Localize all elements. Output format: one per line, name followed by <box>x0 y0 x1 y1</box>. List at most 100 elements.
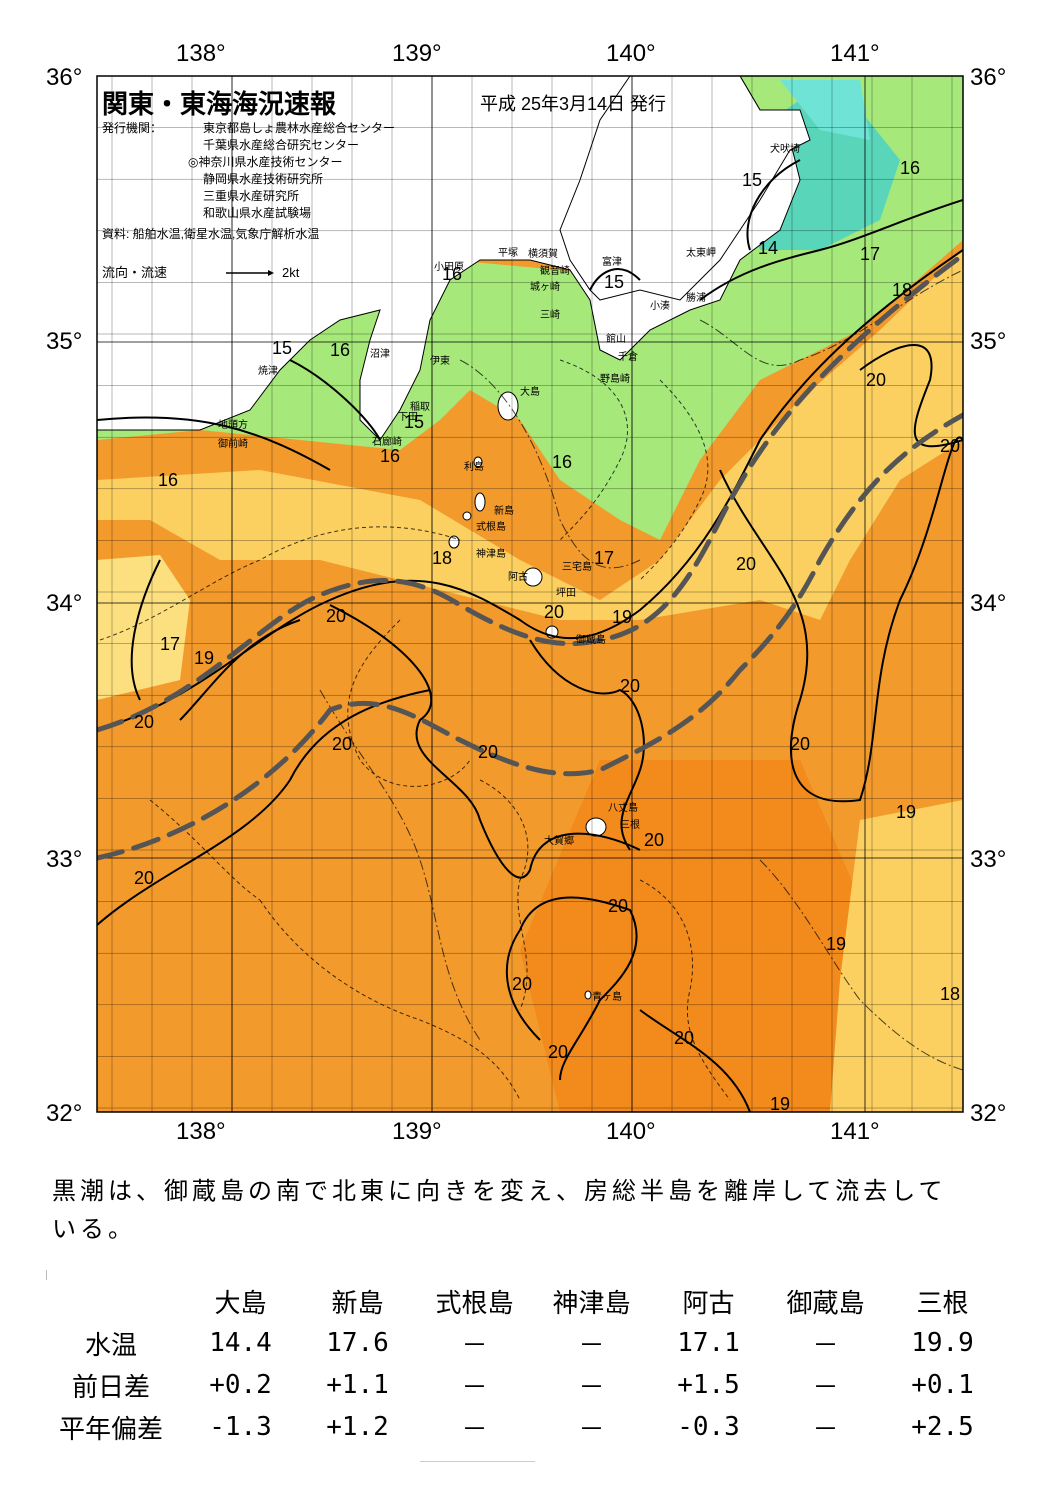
place-okago: 大賀郷 <box>544 836 574 847</box>
divider-tick <box>46 1270 47 1280</box>
table-row: 水温 14.4 17.6 － － 17.1 － 19.9 <box>40 1322 1001 1364</box>
place-taitomisaki: 太東岬 <box>686 248 716 259</box>
table-cell: － <box>461 1330 488 1361</box>
isotherm-label: 16 <box>900 158 921 178</box>
kuroshio-axis <box>97 252 963 861</box>
place-mikurajima: 御蔵島 <box>576 635 606 646</box>
isotherm-label: 20 <box>940 436 961 456</box>
depth-contours <box>99 359 731 1101</box>
table-row: 平年偏差 -1.3 +1.2 － － -0.3 － +2.5 <box>40 1406 1001 1448</box>
col-header: 新島 <box>331 1288 384 1319</box>
table-cell: -0.3 <box>677 1412 740 1442</box>
data-source: 資料: 船舶水温,衛星水温,気象庁解析水温 <box>102 227 320 241</box>
table-cell: － <box>812 1372 839 1403</box>
col-header: 式根島 <box>435 1288 514 1319</box>
isotherm-label: 19 <box>826 934 847 954</box>
table-corner <box>40 1280 182 1322</box>
place-nojimazaki: 野島崎 <box>600 374 630 385</box>
row-header: 平年偏差 <box>58 1414 163 1445</box>
isotherm-label: 16 <box>330 340 351 360</box>
issuer-5: 三重県水産研究所 <box>203 189 300 203</box>
table-header-row: 大島 新島 式根島 神津島 阿古 御蔵島 三根 <box>40 1280 1001 1322</box>
issuer-3: ◎神奈川県水産技術センター <box>188 155 343 169</box>
place-mitsune: 三根 <box>620 820 640 831</box>
lat-label-32-right: 32° <box>970 1100 1007 1127</box>
table-cell: － <box>812 1414 839 1445</box>
table-cell: +0.2 <box>209 1370 272 1400</box>
isotherm-label: 19 <box>770 1094 791 1114</box>
place-shikinejima: 式根島 <box>476 522 506 533</box>
place-futtsu: 富津 <box>602 257 622 268</box>
isotherm-label: 20 <box>544 602 565 622</box>
place-aogashima: 青ヶ島 <box>592 992 622 1003</box>
issuer-4: 静岡県水産技術研究所 <box>203 172 324 186</box>
place-oshima: 大島 <box>520 387 540 398</box>
table-cell: － <box>812 1330 839 1361</box>
isotherm-label: 16 <box>158 470 179 490</box>
lat-label-35-right: 35° <box>970 328 1007 355</box>
isotherm-label: 16 <box>380 446 401 466</box>
place-yokosuka: 横須賀 <box>528 249 558 260</box>
isotherm-label: 15 <box>742 170 763 190</box>
place-shimoda: 下田 <box>398 412 418 423</box>
island-oshima <box>497 391 519 421</box>
isotherm-label: 17 <box>594 548 615 568</box>
isotherm-label: 19 <box>612 607 633 627</box>
isotherm-label: 20 <box>478 742 499 762</box>
lon-label-139-bottom: 139° <box>392 1118 442 1145</box>
isotherm-label: 20 <box>134 712 155 732</box>
place-niijima: 新島 <box>494 506 514 517</box>
isotherm-label: 18 <box>432 548 453 568</box>
isotherm-label: 20 <box>620 676 641 696</box>
col-header: 阿古 <box>682 1288 735 1319</box>
col-header: 神津島 <box>552 1288 631 1319</box>
map-frame <box>96 75 964 1113</box>
sea-temperature-map <box>96 75 964 1113</box>
isotherm-label: 19 <box>896 802 917 822</box>
table-row: 前日差 +0.2 +1.1 － － +1.5 － +0.1 <box>40 1364 1001 1406</box>
place-ako: 阿古 <box>508 572 528 583</box>
table-cell: -1.3 <box>209 1412 272 1442</box>
isotherm-label: 17 <box>160 634 181 654</box>
transition-zone <box>97 250 963 620</box>
lat-label-32-left: 32° <box>46 1100 83 1127</box>
table-cell: 17.6 <box>326 1328 389 1358</box>
place-yaizu: 焼津 <box>258 366 278 377</box>
place-toshima: 利島 <box>464 462 484 473</box>
issuer-6: 和歌山県水産試験場 <box>203 206 312 220</box>
lon-label-138-bottom: 138° <box>176 1118 226 1145</box>
place-inatori: 稲取 <box>410 402 430 413</box>
current-legend-arrow <box>226 270 274 276</box>
summary-text: 黒潮は、御蔵島の南で北東に向きを変え、房総半島を離岸して流去している。 <box>52 1177 947 1243</box>
isotherm-label: 18 <box>940 984 961 1004</box>
isotherm-label: 15 <box>404 412 425 432</box>
isotherm-label: 15 <box>272 338 293 358</box>
lon-label-139-top: 139° <box>392 40 442 67</box>
isotherm-label: 19 <box>194 648 215 668</box>
place-hachijojima: 八丈島 <box>608 803 638 814</box>
isotherm-label: 14 <box>758 238 779 258</box>
lat-label-34-left: 34° <box>46 590 83 617</box>
place-omaezaki: 御前崎 <box>218 439 248 450</box>
isotherm-label: 20 <box>790 734 811 754</box>
table-cell: +1.1 <box>326 1370 389 1400</box>
place-jogashima: 城ヶ崎 <box>530 282 560 293</box>
place-kozushima: 神津島 <box>476 549 506 560</box>
legend-label: 流向・流速 <box>102 265 168 280</box>
place-kannonzaki: 観音崎 <box>540 266 570 277</box>
lat-label-33-right: 33° <box>970 846 1007 873</box>
row-header: 水温 <box>84 1330 137 1361</box>
lon-label-141-bottom: 141° <box>830 1118 880 1145</box>
lat-label-33-left: 33° <box>46 846 83 873</box>
place-tsubota: 坪田 <box>556 588 576 599</box>
issuer-label: 発行機関： <box>102 121 163 135</box>
isotherm-label: 20 <box>332 734 353 754</box>
lat-label-35-left: 35° <box>46 328 83 355</box>
place-miura: 三崎 <box>540 310 560 321</box>
place-kominato: 小湊 <box>650 301 670 312</box>
isotherm-label: 17 <box>860 244 881 264</box>
place-katsuura: 勝浦 <box>686 293 706 304</box>
table-cell: － <box>578 1330 605 1361</box>
lat-label-34-right: 34° <box>970 590 1007 617</box>
place-numazu: 沼津 <box>370 349 390 360</box>
